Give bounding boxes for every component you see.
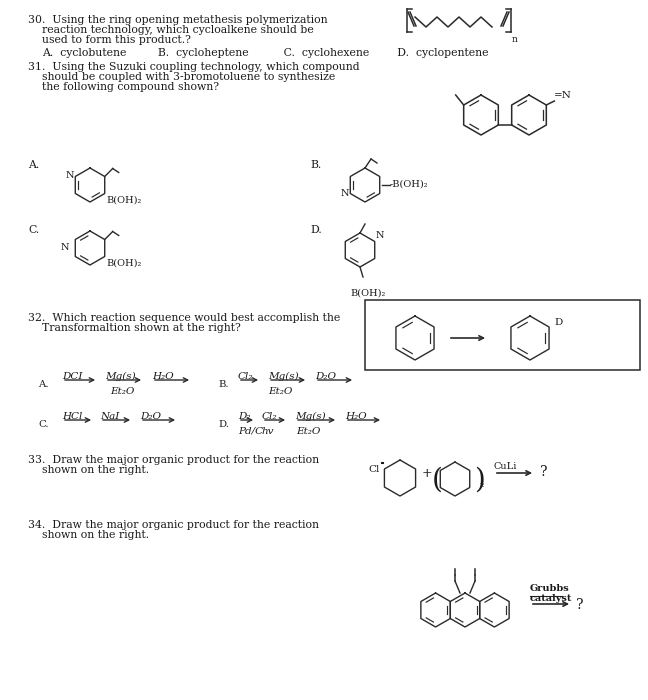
Text: ₂: ₂ (480, 479, 484, 489)
Text: reaction technology, which cycloalkene should be: reaction technology, which cycloalkene s… (42, 25, 314, 35)
Text: H₂O: H₂O (345, 412, 367, 421)
Text: Cl₂: Cl₂ (262, 412, 277, 421)
Text: B.: B. (218, 380, 229, 389)
Text: 33.  Draw the major organic product for the reaction: 33. Draw the major organic product for t… (28, 455, 319, 465)
Text: A.  cyclobutene         B.  cycloheptene          C.  cyclohexene        D.  cyc: A. cyclobutene B. cycloheptene C. cycloh… (42, 48, 489, 58)
Text: Cl₂: Cl₂ (238, 372, 253, 381)
Text: CuLi: CuLi (494, 462, 517, 471)
Text: N: N (376, 232, 384, 241)
Text: B.: B. (310, 160, 321, 170)
Text: Mg(s): Mg(s) (268, 372, 299, 381)
Text: hv: hv (262, 427, 275, 436)
Text: catalyst: catalyst (530, 594, 572, 603)
Text: ?: ? (576, 598, 583, 612)
Text: 32.  Which reaction sequence would best accomplish the: 32. Which reaction sequence would best a… (28, 313, 340, 323)
Text: Transformaltion shown at the right?: Transformaltion shown at the right? (42, 323, 241, 333)
Text: 30.  Using the ring opening metathesis polymerization: 30. Using the ring opening metathesis po… (28, 15, 328, 25)
Text: 31.  Using the Suzuki coupling technology, which compound: 31. Using the Suzuki coupling technology… (28, 62, 360, 72)
Text: B(OH)₂: B(OH)₂ (107, 258, 142, 267)
Text: used to form this product.?: used to form this product.? (42, 35, 191, 45)
Text: D₂: D₂ (238, 412, 251, 421)
Text: C.: C. (28, 225, 40, 235)
Text: -B(OH)₂: -B(OH)₂ (390, 179, 428, 188)
Text: N: N (341, 189, 349, 198)
Text: D: D (554, 318, 562, 327)
Text: D₂O: D₂O (140, 412, 161, 421)
Text: should be coupled with 3-bromotoluene to synthesize: should be coupled with 3-bromotoluene to… (42, 72, 335, 82)
Text: D₂O: D₂O (315, 372, 336, 381)
Text: n: n (512, 35, 518, 44)
Text: (: ( (432, 466, 443, 494)
Text: D.: D. (310, 225, 322, 235)
Text: N: N (66, 171, 75, 180)
Bar (365, 300, 640, 370)
Text: Et₂O: Et₂O (268, 387, 292, 396)
Text: D.: D. (218, 420, 229, 429)
Text: HCl: HCl (62, 412, 82, 421)
Text: +: + (422, 467, 433, 480)
Text: Et₂O: Et₂O (110, 387, 134, 396)
Text: =N: =N (554, 91, 572, 100)
Text: shown on the right.: shown on the right. (42, 465, 149, 475)
Text: the following compound shown?: the following compound shown? (42, 82, 219, 92)
Text: Grubbs: Grubbs (530, 584, 570, 593)
Text: B(OH)₂: B(OH)₂ (107, 195, 142, 204)
Text: A.: A. (28, 160, 40, 170)
Text: B(OH)₂: B(OH)₂ (350, 289, 386, 298)
Text: Mg(s): Mg(s) (105, 372, 135, 381)
Text: H₂O: H₂O (152, 372, 174, 381)
Text: 34.  Draw the major organic product for the reaction: 34. Draw the major organic product for t… (28, 520, 319, 530)
Text: C.: C. (38, 420, 49, 429)
Text: Cl: Cl (368, 465, 379, 474)
Text: ?: ? (540, 465, 548, 479)
Text: Et₂O: Et₂O (296, 427, 320, 436)
Text: ): ) (474, 466, 485, 494)
Text: NaI: NaI (100, 412, 119, 421)
Text: Pd/C: Pd/C (238, 427, 263, 436)
Text: N: N (60, 244, 69, 253)
Text: DCI: DCI (62, 372, 82, 381)
Text: A.: A. (38, 380, 49, 389)
Text: shown on the right.: shown on the right. (42, 530, 149, 540)
Text: Mg(s): Mg(s) (295, 412, 326, 421)
